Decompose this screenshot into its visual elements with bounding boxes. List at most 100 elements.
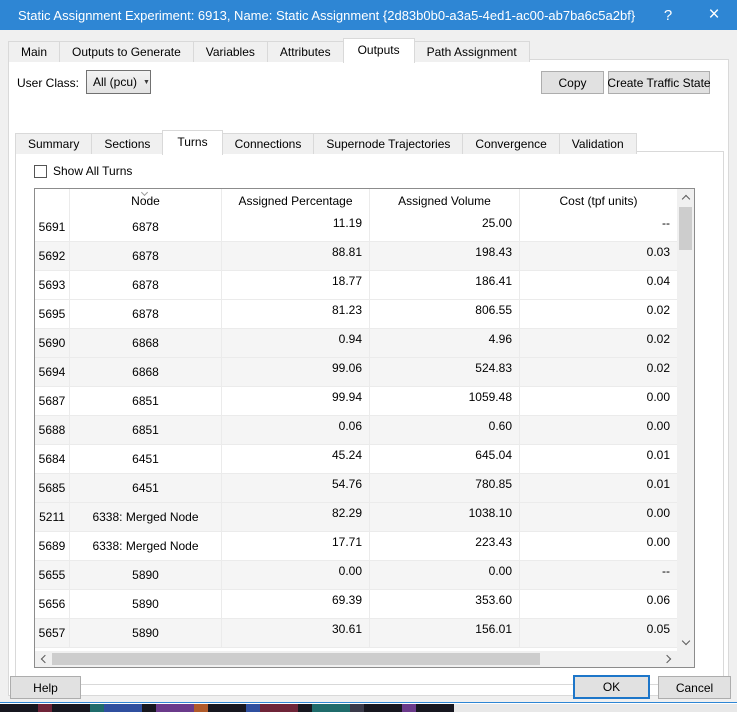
tab-outputs[interactable]: Outputs (342, 38, 415, 63)
table-row[interactable]: 5694 6868 99.06 524.83 0.02 (35, 358, 677, 387)
table-row[interactable]: 5692 6878 88.81 198.43 0.03 (35, 242, 677, 271)
table-row[interactable]: 5685 6451 54.76 780.85 0.01 (35, 474, 677, 503)
cost-cell: 0.01 (646, 448, 670, 462)
cost-cell: 0.00 (646, 506, 670, 520)
tab-main[interactable]: Main (8, 41, 61, 62)
cost-cell: 0.00 (646, 535, 670, 549)
assigned-percentage-cell: 82.29 (222, 503, 370, 531)
horizontal-scrollbar-thumb[interactable] (52, 653, 540, 665)
tab-variables[interactable]: Variables (192, 41, 268, 62)
outputs-tab-page: User Class: All (pcu) ▼ Copy Create Traf… (8, 59, 729, 696)
table-row[interactable]: 5656 5890 69.39 353.60 0.06 (35, 590, 677, 619)
cost-cell: 0.04 (646, 274, 670, 288)
assigned-percentage-cell: 30.61 (222, 619, 370, 647)
user-class-label: User Class: (17, 76, 80, 90)
node-cell: 6851 (70, 416, 222, 444)
create-traffic-state-button[interactable]: Create Traffic State (607, 71, 711, 94)
node-cell: 5890 (70, 590, 222, 618)
table-row[interactable]: 5211 6338: Merged Node 82.29 1038.10 0.00 (35, 503, 677, 532)
close-icon[interactable]: × (708, 4, 720, 25)
copy-button[interactable]: Copy (541, 71, 604, 94)
scroll-up-arrow-icon[interactable] (677, 189, 694, 206)
subtab-sections[interactable]: Sections (91, 133, 164, 154)
table-row[interactable]: 5657 5890 30.61 156.01 0.05 (35, 619, 677, 648)
column-header-assigned-volume[interactable]: Assigned Volume (370, 189, 520, 213)
assigned-percentage-cell: 18.77 (222, 271, 370, 299)
chevron-down-icon: ▼ (143, 78, 150, 86)
assigned-volume-cell: 1038.10 (370, 503, 520, 531)
row-id-cell: 5691 (35, 213, 70, 241)
tab-path-assignment[interactable]: Path Assignment (413, 41, 530, 62)
table-row[interactable]: 5688 6851 0.06 0.60 0.00 (35, 416, 677, 445)
subtab-summary[interactable]: Summary (15, 133, 93, 154)
cost-cell: 0.03 (646, 245, 670, 259)
cost-cell: 0.01 (646, 477, 670, 491)
row-id-cell: 5685 (35, 474, 70, 502)
cost-cell: 0.00 (646, 419, 670, 433)
node-cell: 6451 (70, 445, 222, 473)
row-id-cell: 5211 (35, 503, 70, 531)
row-id-cell: 5656 (35, 590, 70, 618)
cancel-button[interactable]: Cancel (658, 676, 731, 699)
tab-attributes[interactable]: Attributes (266, 41, 344, 62)
assigned-volume-cell: 25.00 (370, 213, 520, 241)
row-id-cell: 5690 (35, 329, 70, 357)
node-cell: 6878 (70, 300, 222, 328)
table-row[interactable]: 5691 6878 11.19 25.00 -- (35, 213, 677, 242)
user-class-dropdown[interactable]: All (pcu) ▼ (86, 70, 151, 94)
row-id-cell: 5692 (35, 242, 70, 270)
scroll-left-arrow-icon[interactable] (35, 651, 52, 667)
scroll-down-arrow-icon[interactable] (677, 634, 694, 651)
assigned-percentage-cell: 0.06 (222, 416, 370, 444)
subtab-convergence[interactable]: Convergence (462, 133, 560, 154)
table-row[interactable]: 5689 6338: Merged Node 17.71 223.43 0.00 (35, 532, 677, 561)
assigned-percentage-cell: 0.94 (222, 329, 370, 357)
table-row[interactable]: 5684 6451 45.24 645.04 0.01 (35, 445, 677, 474)
column-header-row-id[interactable] (35, 189, 70, 213)
tab-outputs-to-generate[interactable]: Outputs to Generate (59, 41, 194, 62)
table-row[interactable]: 5695 6878 81.23 806.55 0.02 (35, 300, 677, 329)
column-header-cost-tpf-units-[interactable]: Cost (tpf units) (520, 189, 677, 213)
node-cell: 6338: Merged Node (70, 532, 222, 560)
subtab-supernode-trajectories[interactable]: Supernode Trajectories (313, 133, 464, 154)
assigned-volume-cell: 198.43 (370, 242, 520, 270)
table-body: 5691 6878 11.19 25.00 -- 5692 6878 88.81 198.43 0… (35, 213, 677, 648)
column-header-label: Assigned Volume (398, 194, 491, 208)
column-header-assigned-percentage[interactable]: Assigned Percentage (222, 189, 370, 213)
help-titlebar-button[interactable]: ? (663, 6, 673, 24)
ok-button[interactable]: OK (573, 675, 650, 699)
horizontal-scrollbar[interactable] (35, 651, 677, 667)
table-row[interactable]: 5687 6851 99.94 1059.48 0.00 (35, 387, 677, 416)
assigned-volume-cell: 780.85 (370, 474, 520, 502)
node-cell: 6868 (70, 358, 222, 386)
table-row[interactable]: 5693 6878 18.77 186.41 0.04 (35, 271, 677, 300)
show-all-turns-checkbox[interactable] (34, 164, 47, 178)
cost-cell: 0.02 (646, 332, 670, 346)
titlebar: Static Assignment Experiment: 6913, Name… (0, 0, 737, 30)
cost-cell: 0.05 (646, 622, 670, 636)
background-window-strip (0, 704, 737, 712)
cost-cell: -- (662, 216, 670, 230)
dialog-body: Main Outputs to Generate Variables Attribut… (0, 30, 737, 703)
subtab-validation[interactable]: Validation (558, 133, 637, 154)
column-header-node[interactable]: Node (70, 189, 222, 213)
cost-cell: 0.02 (646, 303, 670, 317)
scroll-right-arrow-icon[interactable] (660, 651, 677, 667)
assigned-volume-cell: 186.41 (370, 271, 520, 299)
main-tabstrip: Main Outputs to Generate Variables Attribut… (8, 38, 530, 63)
table-row[interactable]: 5690 6868 0.94 4.96 0.02 (35, 329, 677, 358)
assigned-volume-cell: 353.60 (370, 590, 520, 618)
assigned-volume-cell: 0.60 (370, 416, 520, 444)
subtab-connections[interactable]: Connections (221, 133, 315, 154)
node-cell: 6878 (70, 242, 222, 270)
table-row[interactable]: 5655 5890 0.00 0.00 -- (35, 561, 677, 590)
assigned-volume-cell: 0.00 (370, 561, 520, 589)
node-cell: 6868 (70, 329, 222, 357)
assigned-percentage-cell: 81.23 (222, 300, 370, 328)
vertical-scrollbar[interactable] (677, 189, 694, 651)
help-button[interactable]: Help (10, 676, 81, 699)
assigned-volume-cell: 1059.48 (370, 387, 520, 415)
subtab-turns[interactable]: Turns (162, 130, 223, 155)
vertical-scrollbar-thumb[interactable] (679, 207, 692, 250)
row-id-cell: 5684 (35, 445, 70, 473)
